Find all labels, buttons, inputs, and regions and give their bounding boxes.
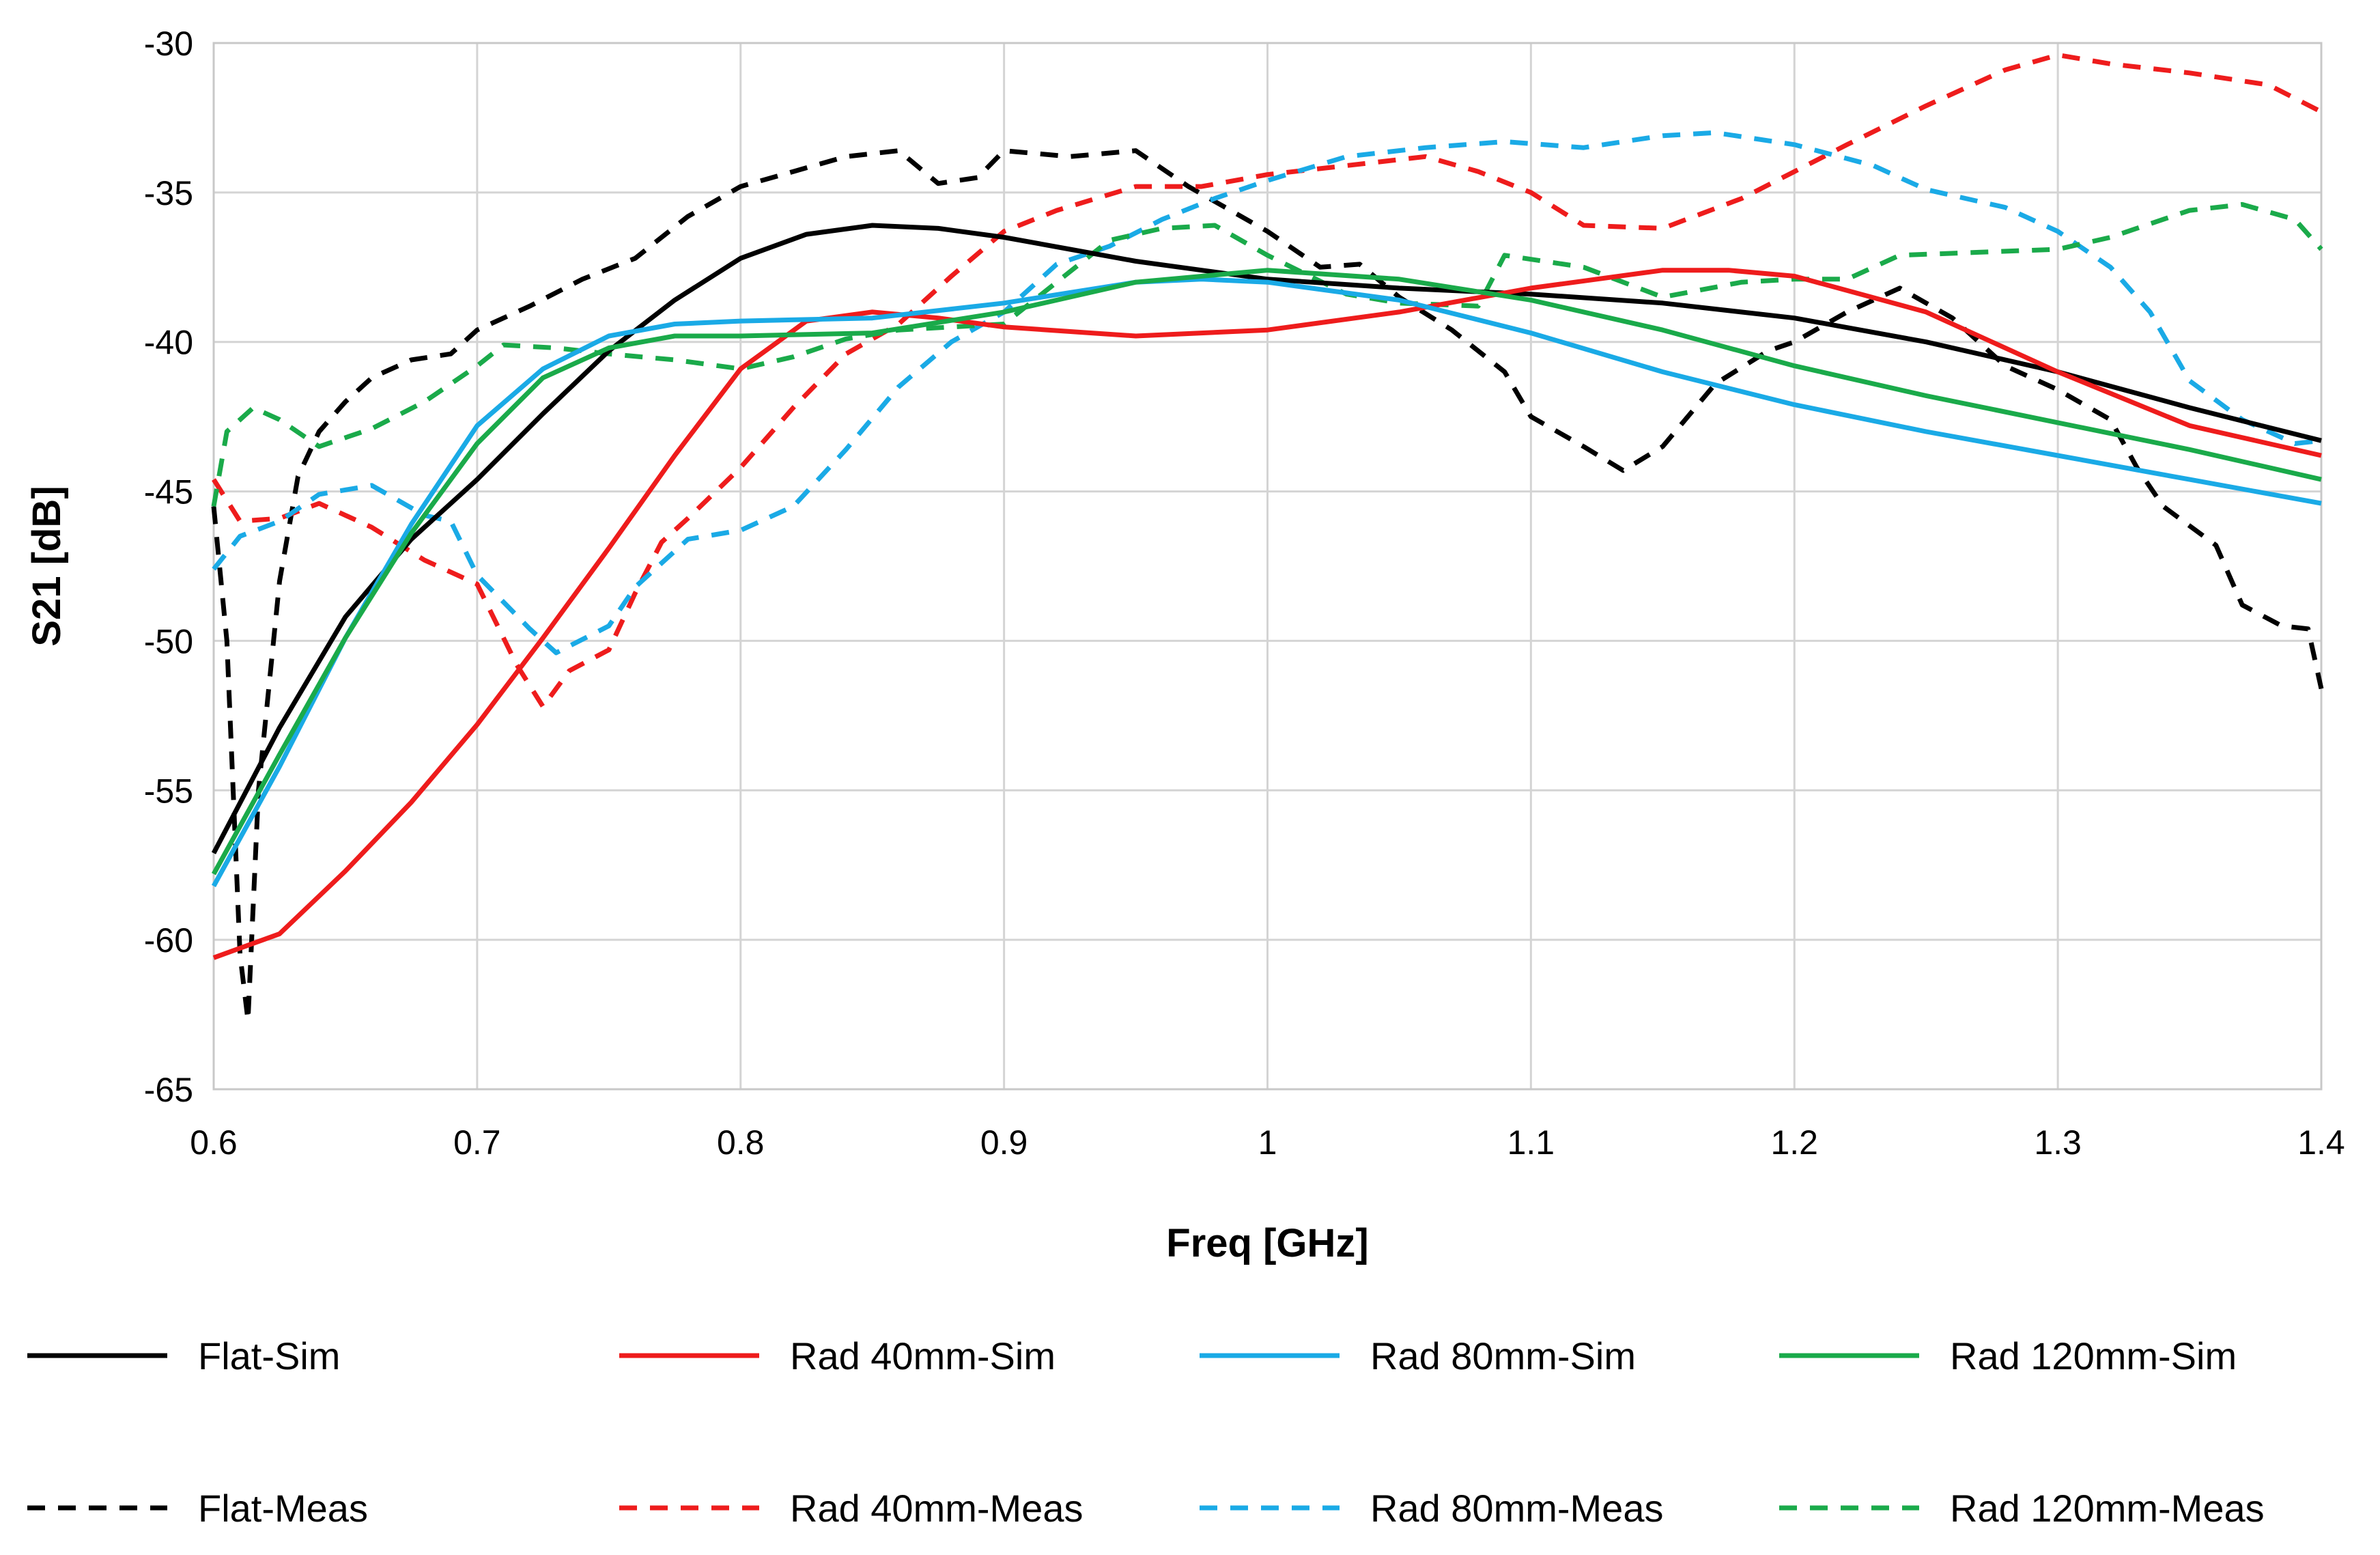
x-tick-label: 0.8 (717, 1123, 765, 1162)
series-line-rad-120mm-sim (211, 268, 2322, 875)
series-lines (211, 53, 2324, 1023)
y-axis-title: S21 [dB] (25, 486, 69, 646)
x-tick-label: 0.7 (453, 1123, 501, 1162)
legend-label: Rad 40mm-Meas (790, 1487, 1083, 1530)
series-line-rad-40mm-sim (212, 268, 2322, 960)
legend-label: Rad 80mm-Sim (1370, 1334, 1636, 1377)
x-tick-label: 1 (1258, 1123, 1277, 1162)
legend-entry: Rad 120mm-Sim (1779, 1334, 2237, 1377)
legend-entry: Flat-Meas (27, 1487, 368, 1530)
x-tick-label: 0.6 (190, 1123, 238, 1162)
legend-entry: Rad 80mm-Meas (1200, 1487, 1663, 1530)
legend-label: Rad 80mm-Meas (1370, 1487, 1663, 1530)
y-tick-label: -50 (144, 622, 193, 660)
y-tick-label: -30 (144, 25, 193, 63)
y-tick-label: -40 (144, 324, 193, 362)
legend-label: Flat-Meas (198, 1487, 368, 1530)
legend-entry: Rad 120mm-Meas (1779, 1487, 2265, 1530)
y-tick-label: -45 (144, 473, 193, 512)
legend-entry: Rad 40mm-Meas (619, 1487, 1083, 1530)
series-line-rad-40mm-meas (212, 53, 2323, 710)
legend-entry: Rad 40mm-Sim (619, 1334, 1056, 1377)
series-line-rad-80mm-meas (212, 130, 2322, 656)
series-line-flat-meas (211, 148, 2324, 1023)
x-axis-title: Freq [GHz] (1166, 1221, 1368, 1265)
series-line-rad-80mm-sim (211, 277, 2322, 888)
legend-label: Rad 120mm-Meas (1950, 1487, 2265, 1530)
legend-label: Flat-Sim (198, 1334, 340, 1377)
series-line-flat-sim (211, 223, 2322, 854)
x-tick-label: 0.9 (980, 1123, 1028, 1162)
y-tick-label: -65 (144, 1071, 193, 1109)
x-tick-label: 1.2 (1770, 1123, 1818, 1162)
legend-label: Rad 40mm-Sim (790, 1334, 1056, 1377)
y-tick-label: -55 (144, 772, 193, 810)
x-tick-label: 1.4 (2297, 1123, 2345, 1162)
y-axis-tick-labels: -30 -35 -40 -45 -50 -55 -60 -65 (144, 25, 193, 1109)
x-tick-label: 1.1 (1507, 1123, 1555, 1162)
y-tick-label: -35 (144, 174, 193, 212)
legend-label: Rad 120mm-Sim (1950, 1334, 2237, 1377)
legend: Flat-Sim Rad 40mm-Sim Rad 80mm-Sim Rad 120m… (27, 1334, 2265, 1530)
y-tick-label: -60 (144, 921, 193, 959)
legend-entry: Rad 80mm-Sim (1200, 1334, 1636, 1377)
x-axis-tick-labels: 0.6 0.7 0.8 0.9 1 1.1 1.2 1.3 1.4 (190, 1123, 2345, 1162)
x-tick-label: 1.3 (2034, 1123, 2082, 1162)
legend-entry: Flat-Sim (27, 1334, 340, 1377)
